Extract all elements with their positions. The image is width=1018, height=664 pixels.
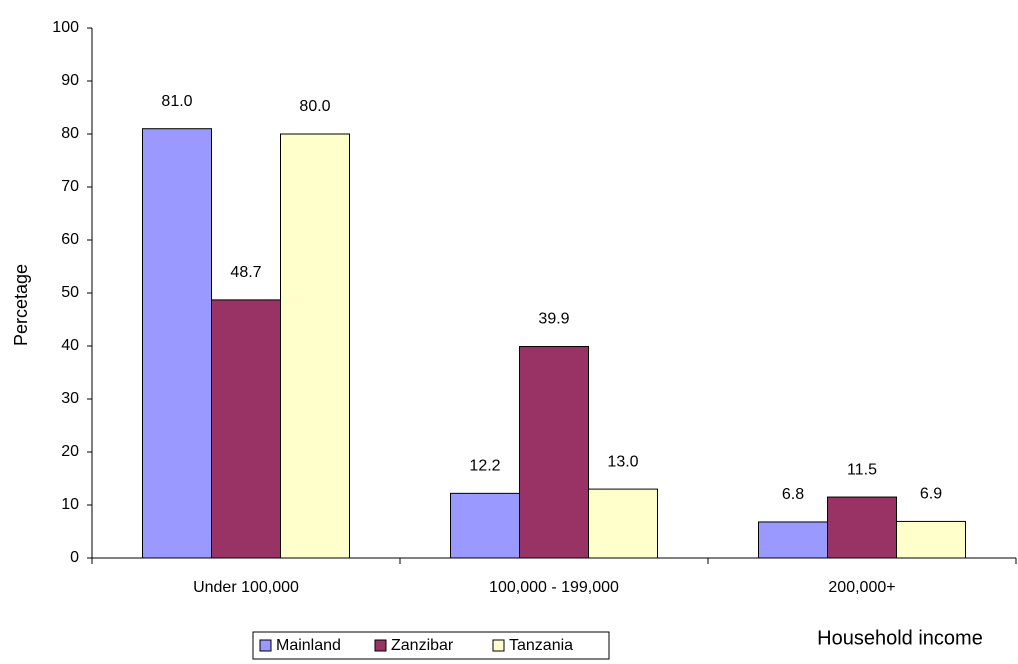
bar (450, 492, 520, 559)
value-label: 48.7 (230, 264, 261, 281)
x-tick-label: Under 100,000 (193, 579, 299, 596)
bar (588, 488, 658, 559)
y-tick-label: 100 (52, 19, 79, 36)
value-label: 81.0 (161, 93, 192, 110)
value-label: 12.2 (469, 458, 500, 475)
legend-swatch (374, 639, 387, 652)
legend-swatch (259, 639, 272, 652)
legend-swatch (492, 639, 505, 652)
legend-label: Tanzania (509, 637, 573, 654)
y-tick-label: 20 (61, 443, 79, 460)
value-label: 6.8 (782, 486, 804, 503)
y-tick-label: 10 (61, 496, 79, 513)
y-tick-label: 40 (61, 337, 79, 354)
bar (211, 299, 281, 559)
y-tick-label: 90 (61, 72, 79, 89)
y-tick-label: 80 (61, 125, 79, 142)
value-label: 80.0 (299, 98, 330, 115)
y-tick-label: 50 (61, 284, 79, 301)
value-label: 11.5 (847, 461, 877, 478)
y-axis-title: Percetage (11, 264, 31, 346)
bar (896, 520, 966, 559)
y-tick-label: 70 (61, 178, 79, 195)
legend-label: Zanzibar (391, 637, 454, 654)
value-label: 13.0 (607, 453, 638, 470)
x-axis-title: Household income (817, 627, 983, 649)
value-label: 6.9 (920, 486, 942, 503)
legend-box (252, 631, 610, 660)
x-tick-label: 200,000+ (828, 579, 895, 596)
value-label: 39.9 (538, 311, 569, 328)
bar (758, 521, 828, 559)
bar (519, 346, 589, 559)
y-tick-label: 60 (61, 231, 79, 248)
y-tick-label: 0 (70, 549, 79, 566)
legend-label: Mainland (276, 637, 341, 654)
bar (827, 496, 897, 559)
y-tick-label: 30 (61, 390, 79, 407)
x-tick-label: 100,000 - 199,000 (489, 579, 619, 596)
bar (280, 133, 350, 559)
bar (142, 128, 212, 559)
